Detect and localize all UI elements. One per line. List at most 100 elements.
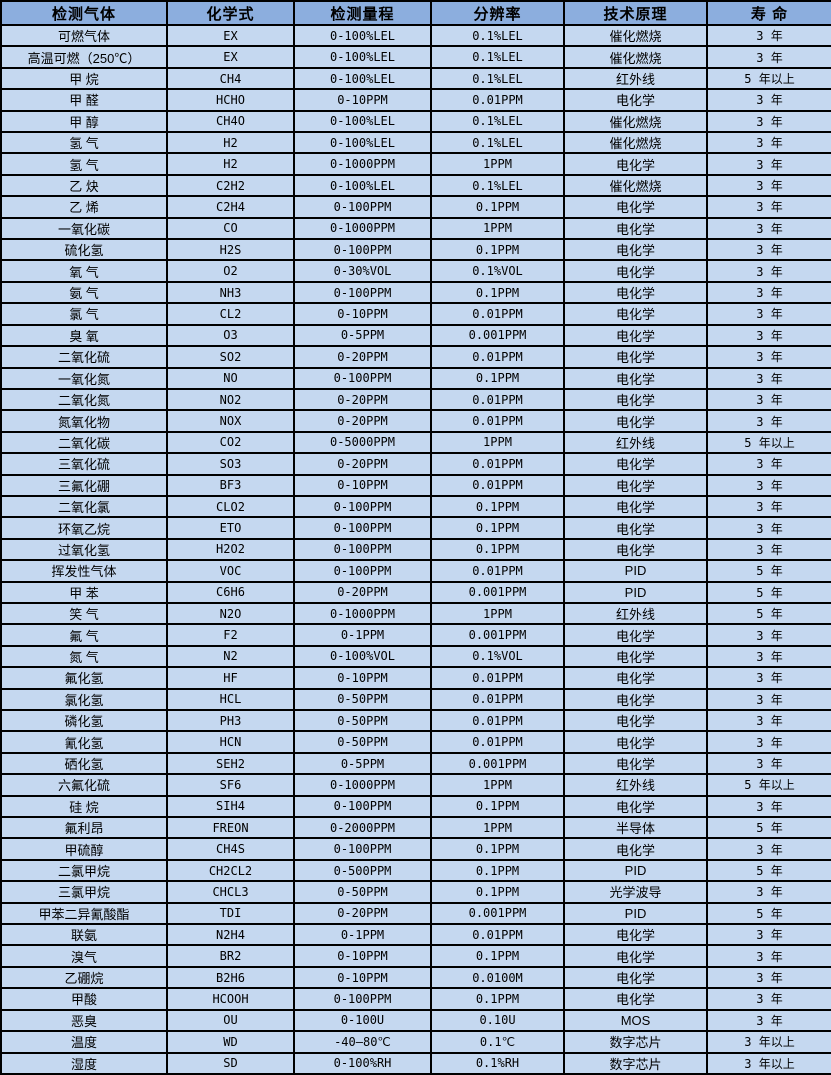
cell-detection-range: 0-20PPM: [293, 345, 432, 369]
cell-gas-name: 三氯甲烷: [0, 880, 168, 904]
cell-resolution: 0.01PPM: [430, 345, 565, 369]
cell-technology-principle: 电化学: [563, 452, 708, 476]
cell-technology-principle: 红外线: [563, 430, 708, 455]
cell-gas-name: 磷化氢: [0, 708, 168, 733]
cell-detection-range: 0-100PPM: [293, 537, 432, 562]
cell-detection-range: 0-100PPM: [293, 516, 432, 540]
table-row: 六氟化硫 SF6 0-1000PPM 1PPM 红外线 5 年以上: [0, 773, 831, 797]
cell-resolution: 0.01PPM: [430, 923, 565, 947]
table-row: 氮 气 N2 0-100%VOL 0.1%VOL 电化学 3 年: [0, 644, 831, 669]
cell-technology-principle: 电化学: [563, 644, 708, 669]
cell-lifespan: 3 年: [706, 109, 831, 134]
cell-lifespan: 5 年: [706, 858, 831, 883]
cell-detection-range: 0-100PPM: [293, 366, 432, 390]
cell-technology-principle: 电化学: [563, 687, 708, 712]
table-row: 二氯甲烷 CH2CL2 0-500PPM 0.1PPM PID 5 年: [0, 858, 831, 883]
cell-chemical-formula: CH2CL2: [166, 858, 295, 883]
cell-lifespan: 3 年: [706, 366, 831, 390]
cell-technology-principle: PID: [563, 858, 708, 883]
cell-technology-principle: 电化学: [563, 516, 708, 540]
cell-lifespan: 3 年: [706, 302, 831, 326]
cell-resolution: 0.01PPM: [430, 302, 565, 326]
cell-technology-principle: 催化燃烧: [563, 173, 708, 198]
cell-resolution: 0.1%LEL: [430, 23, 565, 48]
cell-gas-name: 笑 气: [0, 601, 168, 626]
cell-lifespan: 3 年: [706, 345, 831, 369]
cell-gas-name: 挥发性气体: [0, 559, 168, 583]
cell-detection-range: 0-10PPM: [293, 88, 432, 112]
cell-gas-name: 硫化氢: [0, 238, 168, 262]
cell-chemical-formula: CL2: [166, 302, 295, 326]
cell-gas-name: 臭 氧: [0, 323, 168, 348]
cell-technology-principle: 电化学: [563, 238, 708, 262]
cell-lifespan: 3 年: [706, 88, 831, 112]
cell-gas-name: 溴气: [0, 944, 168, 968]
cell-gas-name: 氨 气: [0, 280, 168, 305]
cell-gas-name: 一氧化碳: [0, 216, 168, 241]
cell-gas-name: 三氟化硼: [0, 473, 168, 497]
table-row: 高温可燃（250℃） EX 0-100%LEL 0.1%LEL 催化燃烧 3 年: [0, 45, 831, 69]
cell-technology-principle: 电化学: [563, 708, 708, 733]
cell-chemical-formula: F2: [166, 623, 295, 647]
table-row: 湿度 SD 0-100%RH 0.1%RH 数字芯片 3 年以上: [0, 1051, 831, 1075]
cell-lifespan: 3 年: [706, 195, 831, 219]
cell-gas-name: 乙 烯: [0, 195, 168, 219]
cell-lifespan: 3 年: [706, 708, 831, 733]
cell-gas-name: 一氧化氮: [0, 366, 168, 390]
cell-chemical-formula: H2: [166, 131, 295, 155]
cell-lifespan: 3 年: [706, 387, 831, 412]
cell-resolution: 0.01PPM: [430, 409, 565, 433]
cell-lifespan: 3 年: [706, 794, 831, 819]
cell-lifespan: 5 年: [706, 580, 831, 604]
cell-chemical-formula: OU: [166, 1008, 295, 1033]
table-header: 检测气体 化学式 检测量程 分辨率 技术原理 寿 命: [0, 0, 831, 26]
table-body: 可燃气体 EX 0-100%LEL 0.1%LEL 催化燃烧 3 年高温可燃（250℃） E…: [0, 23, 831, 1075]
cell-gas-name: 氮 气: [0, 644, 168, 669]
cell-gas-name: 甲硫醇: [0, 837, 168, 861]
cell-lifespan: 3 年: [706, 516, 831, 540]
cell-chemical-formula: EX: [166, 45, 295, 69]
table-row: 氧 气 O2 0-30%VOL 0.1%VOL 电化学 3 年: [0, 259, 831, 283]
cell-technology-principle: 电化学: [563, 730, 708, 754]
table-row: 环氧乙烷 ETO 0-100PPM 0.1PPM 电化学 3 年: [0, 516, 831, 540]
cell-chemical-formula: N2O: [166, 601, 295, 626]
cell-chemical-formula: C6H6: [166, 580, 295, 604]
cell-resolution: 0.01PPM: [430, 708, 565, 733]
cell-technology-principle: 催化燃烧: [563, 45, 708, 69]
table-row: 恶臭 OU 0-100U 0.10U MOS 3 年: [0, 1008, 831, 1033]
cell-detection-range: 0-1000PPM: [293, 773, 432, 797]
cell-technology-principle: 红外线: [563, 601, 708, 626]
cell-lifespan: 3 年: [706, 644, 831, 669]
table-row: 硒化氢 SEH2 0-5PPM 0.001PPM 电化学 3 年: [0, 751, 831, 776]
cell-resolution: 1PPM: [430, 601, 565, 626]
cell-detection-range: 0-100PPM: [293, 494, 432, 519]
table-row: 笑 气 N2O 0-1000PPM 1PPM 红外线 5 年: [0, 601, 831, 626]
cell-technology-principle: PID: [563, 559, 708, 583]
cell-resolution: 0.0100M: [430, 965, 565, 990]
cell-lifespan: 3 年: [706, 494, 831, 519]
cell-resolution: 0.1PPM: [430, 366, 565, 390]
cell-gas-name: 氰化氢: [0, 730, 168, 754]
cell-lifespan: 5 年以上: [706, 66, 831, 91]
cell-lifespan: 5 年以上: [706, 430, 831, 455]
cell-technology-principle: 电化学: [563, 259, 708, 283]
cell-chemical-formula: CH4: [166, 66, 295, 91]
cell-lifespan: 3 年: [706, 473, 831, 497]
cell-gas-name: 湿度: [0, 1051, 168, 1075]
cell-detection-range: 0-1PPM: [293, 923, 432, 947]
cell-gas-name: 三氧化硫: [0, 452, 168, 476]
cell-detection-range: -40—80℃: [293, 1030, 432, 1054]
cell-chemical-formula: PH3: [166, 708, 295, 733]
cell-resolution: 1PPM: [430, 430, 565, 455]
cell-chemical-formula: C2H2: [166, 173, 295, 198]
cell-chemical-formula: TDI: [166, 901, 295, 926]
cell-lifespan: 3 年: [706, 965, 831, 990]
cell-chemical-formula: CO2: [166, 430, 295, 455]
cell-chemical-formula: NOX: [166, 409, 295, 433]
cell-lifespan: 3 年: [706, 923, 831, 947]
cell-detection-range: 0-5PPM: [293, 323, 432, 348]
cell-technology-principle: 电化学: [563, 409, 708, 433]
column-header-technology-principle: 技术原理: [563, 0, 708, 26]
cell-gas-name: 二氧化氯: [0, 494, 168, 519]
cell-detection-range: 0-100%VOL: [293, 644, 432, 669]
